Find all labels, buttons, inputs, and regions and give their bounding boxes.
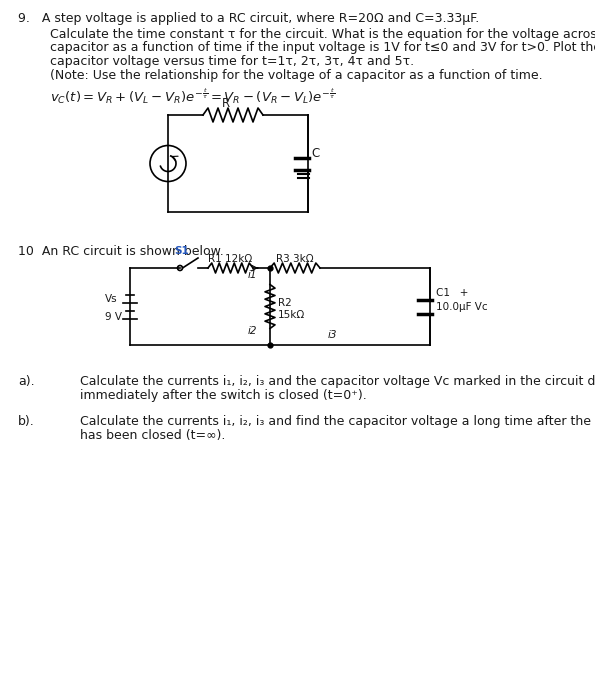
- Text: capacitor voltage versus time for t=1τ, 2τ, 3τ, 4τ and 5τ.: capacitor voltage versus time for t=1τ, …: [50, 55, 414, 68]
- Text: $v_C(t)=V_R+(V_L-V_R)e^{-\frac{t}{\tau}}=V_R-(V_R-V_L)e^{-\frac{t}{\tau}}$: $v_C(t)=V_R+(V_L-V_R)e^{-\frac{t}{\tau}}…: [50, 87, 336, 106]
- Text: i1: i1: [248, 270, 257, 279]
- Text: Calculate the currents i₁, i₂, i₃ and find the capacitor voltage a long time aft: Calculate the currents i₁, i₂, i₃ and fi…: [80, 415, 595, 428]
- Text: a).: a).: [18, 375, 35, 388]
- Text: 9.   A step voltage is applied to a RC circuit, where R=20Ω and C=3.33μF.: 9. A step voltage is applied to a RC cir…: [18, 12, 479, 25]
- Text: S1: S1: [174, 246, 189, 256]
- Text: immediately after the switch is closed (t=0⁺).: immediately after the switch is closed (…: [80, 389, 367, 402]
- Text: Calculate the time constant τ for the circuit. What is the equation for the volt: Calculate the time constant τ for the ci…: [50, 28, 595, 41]
- Text: has been closed (t=∞).: has been closed (t=∞).: [80, 428, 226, 442]
- Text: Vs: Vs: [105, 293, 118, 304]
- Text: i2: i2: [248, 326, 257, 335]
- Text: C1   +: C1 +: [436, 288, 468, 298]
- Text: C: C: [311, 147, 320, 160]
- Text: b).: b).: [18, 415, 35, 428]
- Text: capacitor as a function of time if the input voltage is 1V for t≤0 and 3V for t>: capacitor as a function of time if the i…: [50, 41, 595, 55]
- Circle shape: [177, 265, 183, 270]
- Text: R: R: [222, 97, 230, 110]
- Text: R2: R2: [278, 298, 292, 307]
- Text: 9 V: 9 V: [105, 312, 122, 321]
- Text: (Note: Use the relationship for the voltage of a capacitor as a function of time: (Note: Use the relationship for the volt…: [50, 69, 543, 81]
- Text: 10.0μF Vᴄ: 10.0μF Vᴄ: [436, 302, 488, 312]
- Text: 15kΩ: 15kΩ: [278, 309, 305, 319]
- Text: i3: i3: [327, 330, 337, 340]
- Text: R1 12kΩ: R1 12kΩ: [208, 254, 253, 264]
- Text: 10  An RC circuit is shown below.: 10 An RC circuit is shown below.: [18, 245, 224, 258]
- Text: R3 3kΩ: R3 3kΩ: [276, 254, 314, 264]
- Text: Calculate the currents i₁, i₂, i₃ and the capacitor voltage Vᴄ marked in the cir: Calculate the currents i₁, i₂, i₃ and th…: [80, 375, 595, 388]
